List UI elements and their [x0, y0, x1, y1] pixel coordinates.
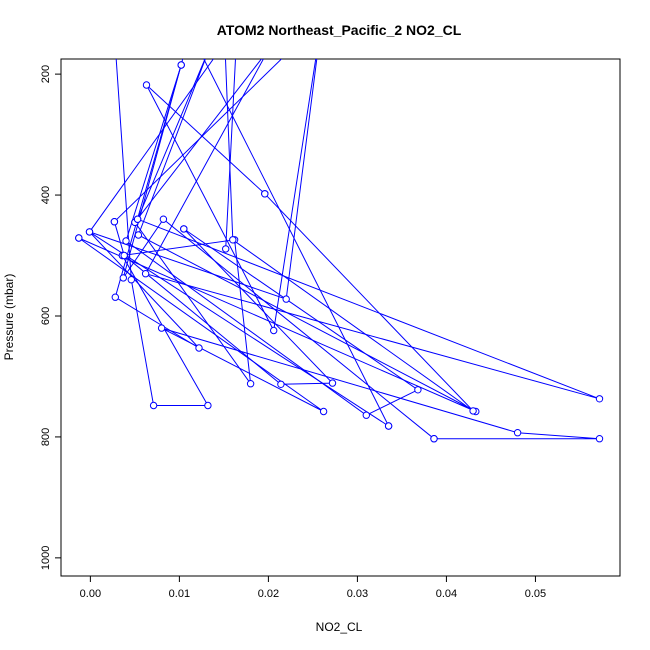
y-axis: 200 400 600 800 1000 [40, 65, 61, 570]
series-line-7 [89, 64, 389, 427]
data-point [159, 215, 168, 223]
data-point [261, 190, 269, 198]
data-point [133, 215, 142, 223]
data-point [222, 245, 230, 253]
x-axis-label: NO2_CL [316, 620, 363, 634]
series-line-2 [122, 222, 252, 386]
data-point [85, 228, 94, 236]
chart-title: ATOM2 Northeast_Pacific_2 NO2_CL [217, 22, 462, 38]
data-point [122, 237, 130, 245]
data-point [141, 270, 150, 278]
data-point [119, 274, 128, 282]
series-line-4 [78, 59, 477, 412]
series-line-11 [224, 59, 474, 412]
series-line-10 [114, 59, 317, 333]
data-point [362, 411, 370, 419]
series-line-1 [115, 59, 209, 406]
data-point [246, 380, 255, 388]
data-point [180, 225, 188, 233]
data-point [595, 395, 604, 403]
data-point [134, 231, 143, 239]
data-point [229, 236, 237, 244]
series-line-3 [134, 59, 600, 400]
plot-frame [60, 58, 621, 577]
data-point [319, 407, 328, 416]
data-point [414, 386, 422, 394]
x-tick-label: 0.04 [436, 588, 457, 600]
data-point [282, 295, 290, 303]
data-point [75, 234, 83, 242]
data-point [204, 401, 212, 410]
data-point [157, 324, 166, 332]
data-point [110, 218, 119, 226]
y-tick-label: 1000 [40, 546, 52, 570]
data-point [177, 61, 185, 69]
data-point [430, 435, 438, 443]
x-tick-label: 0.00 [80, 588, 101, 600]
data-point [195, 344, 203, 352]
data-point [142, 81, 151, 89]
y-tick-label: 600 [40, 307, 52, 325]
data-point [149, 401, 158, 410]
data-point [120, 251, 128, 260]
data-point [111, 293, 120, 301]
x-tick-label: 0.02 [258, 588, 279, 600]
data-point [270, 326, 278, 335]
x-tick-label: 0.01 [169, 588, 190, 600]
series-line-6 [122, 59, 435, 440]
data-point [595, 435, 604, 443]
y-axis-label: Pressure (mbar) [2, 274, 16, 361]
data-point [127, 276, 136, 284]
data-point [277, 380, 285, 388]
data-point [469, 407, 477, 415]
series-line-8 [125, 64, 419, 416]
y-tick-label: 400 [40, 186, 52, 204]
data-point [384, 422, 393, 430]
data-point [513, 429, 522, 437]
x-tick-label: 0.05 [525, 588, 546, 600]
points-layer [75, 61, 604, 443]
series-layer [78, 59, 600, 440]
data-point [328, 379, 337, 387]
y-tick-label: 200 [40, 65, 52, 83]
x-axis: 0.00 0.01 0.02 0.03 0.04 0.05 [80, 576, 546, 600]
x-tick-label: 0.03 [347, 588, 368, 600]
series-line-5 [78, 237, 600, 440]
y-tick-label: 800 [40, 428, 52, 446]
